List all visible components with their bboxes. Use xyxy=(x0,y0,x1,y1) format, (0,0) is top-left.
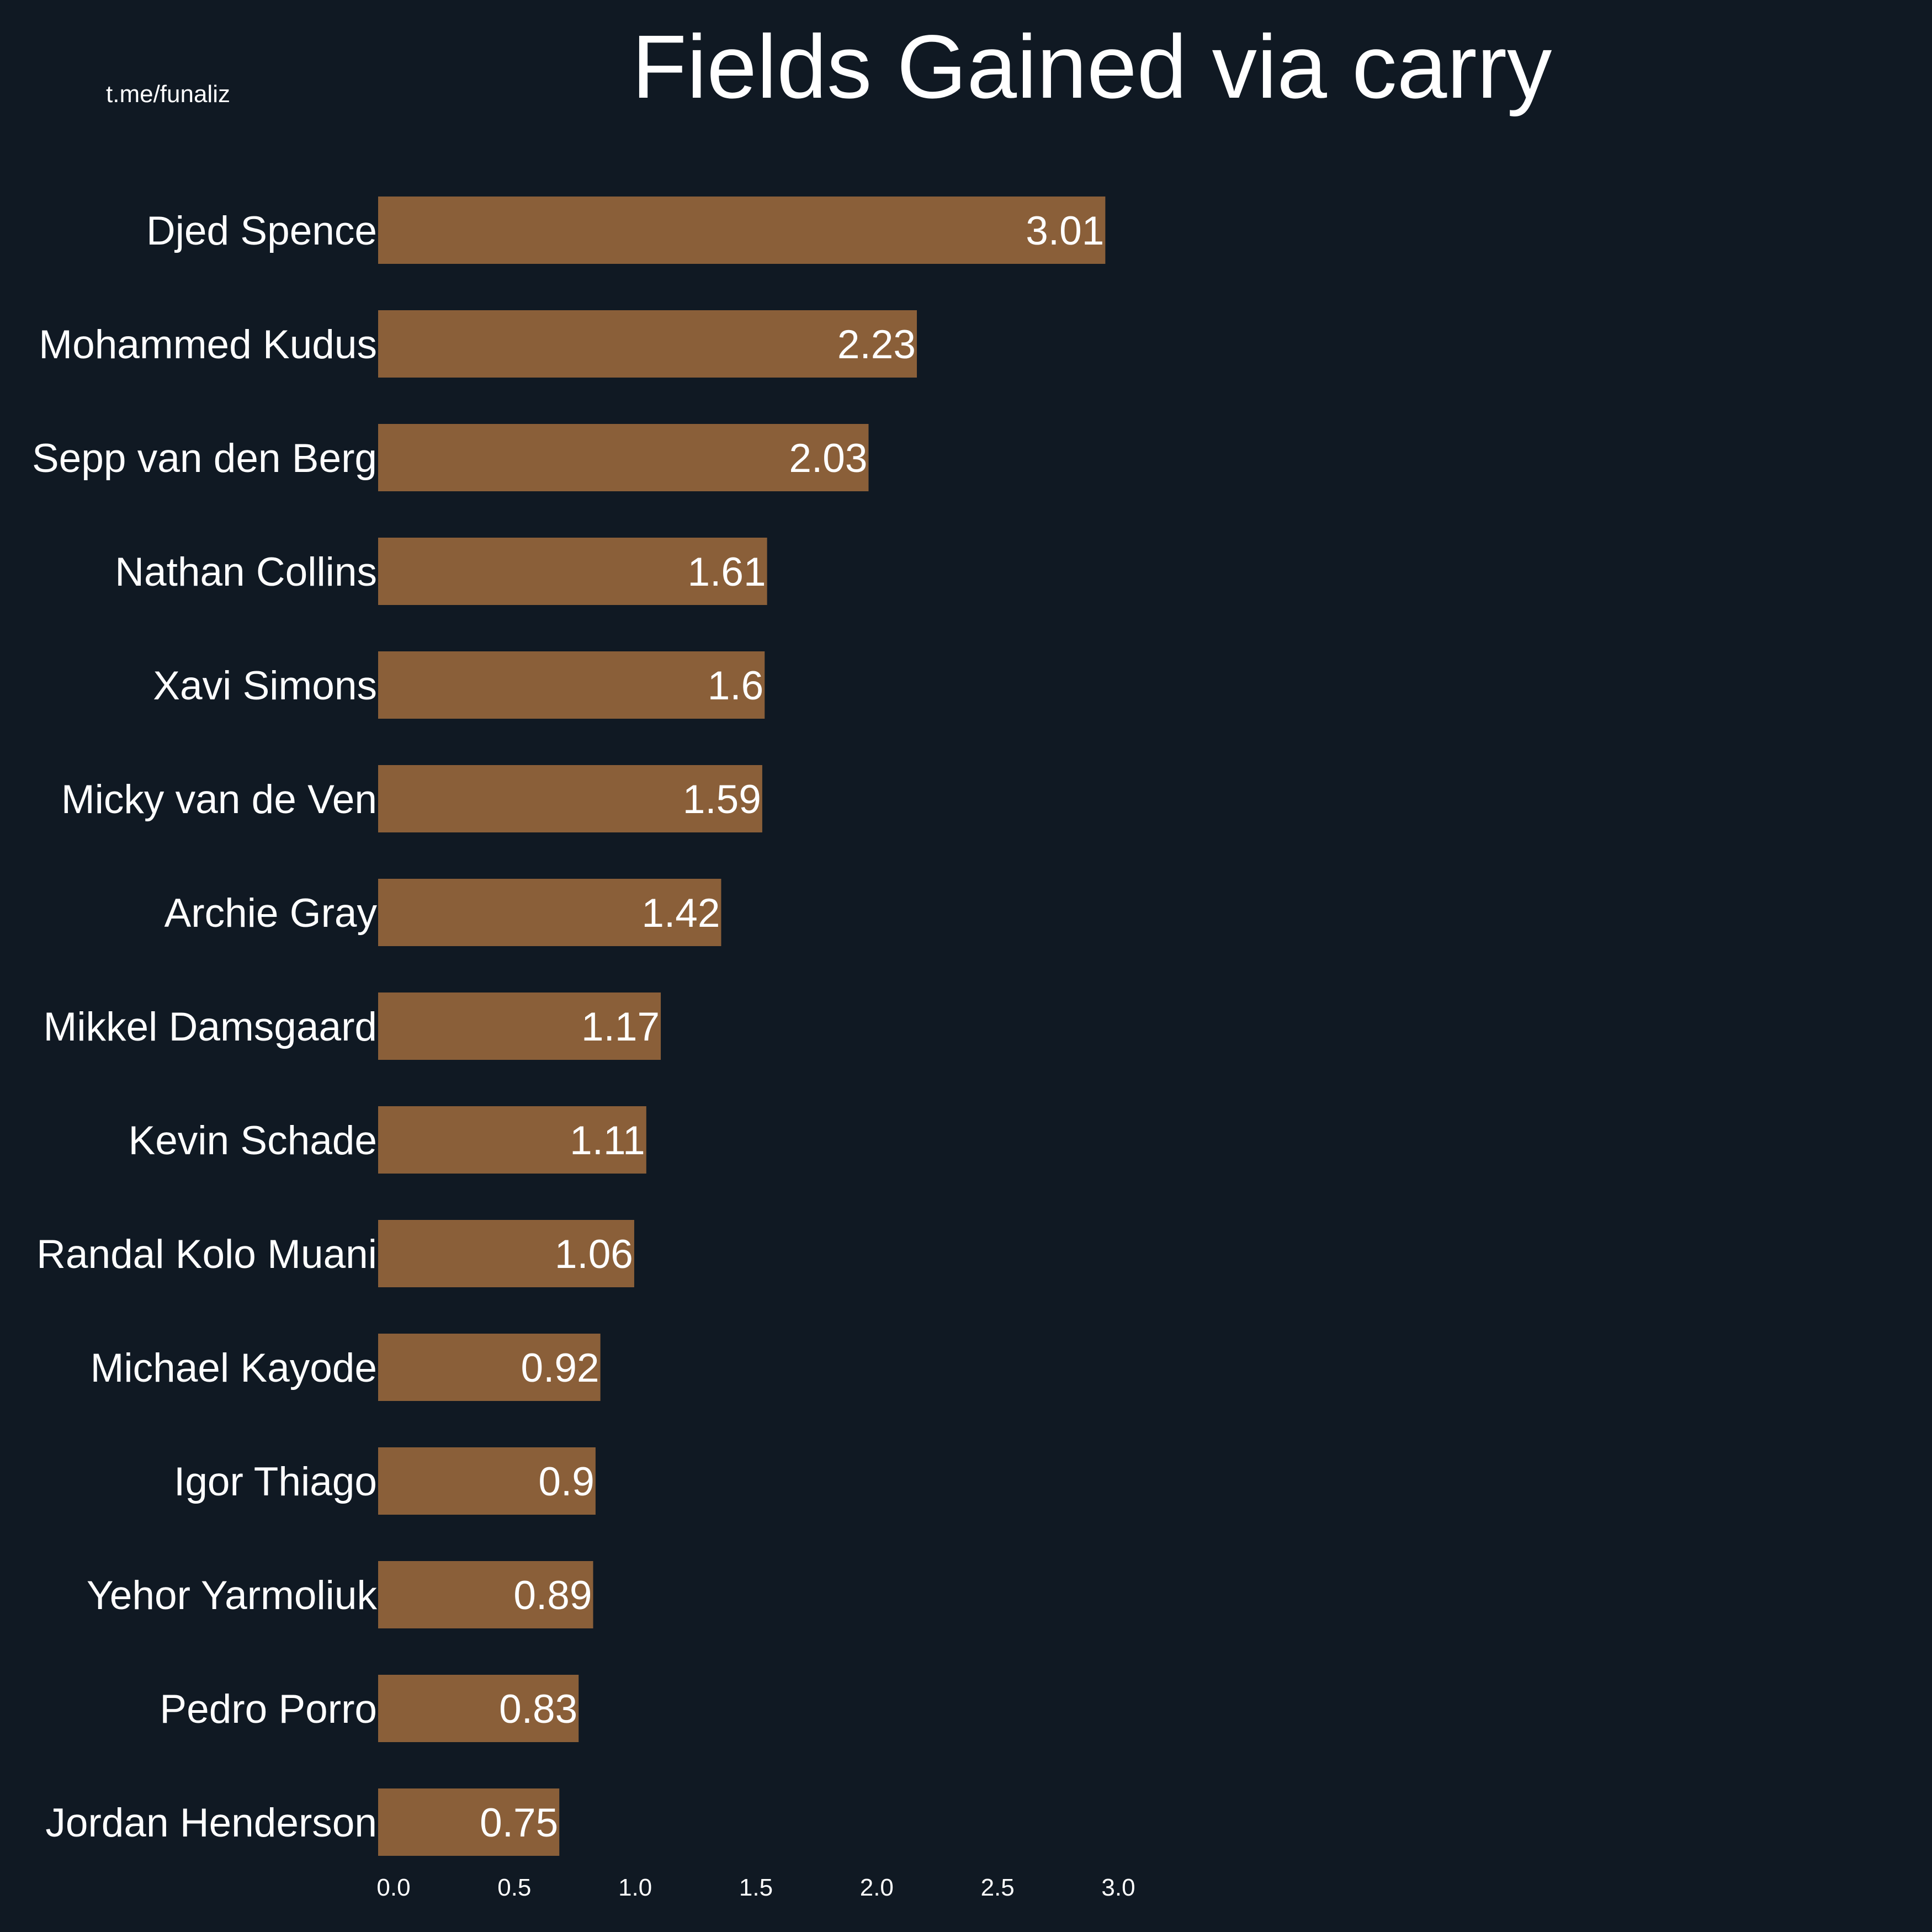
chart-title: Fields Gained via carry xyxy=(632,16,1552,117)
bar xyxy=(378,197,1106,264)
x-tick-label: 1.0 xyxy=(618,1874,652,1901)
y-tick-label: Pedro Porro xyxy=(160,1687,377,1732)
bar xyxy=(378,651,765,719)
bar-group: Xavi Simons 1.6 xyxy=(153,651,765,719)
y-tick-label: Sepp van den Berg xyxy=(32,436,377,481)
bar-group: Michael Kayode 0.92 xyxy=(91,1334,601,1401)
x-tick-label: 0.0 xyxy=(376,1874,410,1901)
bar-group: Randal Kolo Muani 1.06 xyxy=(36,1220,634,1287)
bar-group: Jordan Henderson 0.75 xyxy=(45,1788,560,1856)
y-tick-label: Kevin Schade xyxy=(129,1118,377,1163)
value-label: 0.75 xyxy=(480,1801,558,1845)
bar xyxy=(378,1334,601,1401)
bar-group: Kevin Schade 1.11 xyxy=(129,1106,646,1174)
value-label: 1.06 xyxy=(555,1232,633,1277)
value-label: 1.61 xyxy=(688,550,766,595)
y-tick-label: Igor Thiago xyxy=(174,1459,377,1504)
x-tick-label: 2.0 xyxy=(860,1874,894,1901)
bar xyxy=(378,1561,593,1628)
y-tick-label: Michael Kayode xyxy=(91,1346,377,1390)
bar xyxy=(378,424,869,491)
value-label: 1.11 xyxy=(570,1118,645,1163)
value-label: 1.6 xyxy=(708,664,763,708)
y-tick-label: Djed Spence xyxy=(146,209,377,253)
x-tick-label: 2.5 xyxy=(981,1874,1015,1901)
bar-group: Micky van de Ven 1.59 xyxy=(61,765,762,832)
y-tick-label: Mohammed Kudus xyxy=(39,322,377,367)
value-label: 0.83 xyxy=(499,1687,577,1732)
bar-group: Yehor Yarmoliuk 0.89 xyxy=(87,1561,593,1628)
bar-group: Igor Thiago 0.9 xyxy=(174,1447,596,1515)
y-tick-label: Randal Kolo Muani xyxy=(36,1232,377,1277)
bar xyxy=(378,1106,646,1174)
value-label: 3.01 xyxy=(1026,209,1104,253)
bar xyxy=(378,765,762,832)
value-label: 2.23 xyxy=(837,322,916,367)
value-label: 0.9 xyxy=(538,1459,594,1504)
bar-group: Djed Spence 3.01 xyxy=(146,197,1106,264)
bar xyxy=(378,879,721,946)
value-label: 2.03 xyxy=(789,436,867,481)
watermark: t.me/funaliz xyxy=(106,81,230,108)
y-tick-label: Nathan Collins xyxy=(115,550,377,595)
x-tick-label: 3.0 xyxy=(1101,1874,1135,1901)
bar xyxy=(378,1788,560,1856)
y-tick-label: Xavi Simons xyxy=(153,664,377,708)
y-tick-label: Yehor Yarmoliuk xyxy=(87,1573,378,1618)
y-tick-label: Jordan Henderson xyxy=(45,1801,377,1845)
bar xyxy=(378,1675,579,1742)
bar xyxy=(378,1220,634,1287)
y-tick-label: Mikkel Damsgaard xyxy=(44,1005,377,1049)
y-tick-label: Archie Gray xyxy=(164,891,378,936)
value-label: 1.17 xyxy=(581,1005,660,1049)
bar xyxy=(378,310,917,378)
bar-group: Pedro Porro 0.83 xyxy=(160,1675,579,1742)
value-label: 0.92 xyxy=(521,1346,599,1390)
bars: Djed Spence 3.01 Mohammed Kudus 2.23 Sepp va… xyxy=(32,197,1106,1856)
bar-group: Mohammed Kudus 2.23 xyxy=(39,310,917,378)
x-axis: 0.0 0.5 1.0 1.5 2.0 2.5 3.0 xyxy=(376,1874,1135,1901)
bar-group: Archie Gray 1.42 xyxy=(164,879,721,946)
x-tick-label: 1.5 xyxy=(739,1874,773,1901)
value-label: 1.42 xyxy=(641,891,720,936)
bar-group: Sepp van den Berg 2.03 xyxy=(32,424,869,491)
x-tick-label: 0.5 xyxy=(497,1874,531,1901)
y-tick-label: Micky van de Ven xyxy=(61,777,377,822)
bar xyxy=(378,1447,596,1515)
bar-group: Mikkel Damsgaard 1.17 xyxy=(44,992,661,1060)
bar-group: Nathan Collins 1.61 xyxy=(115,538,767,605)
value-label: 0.89 xyxy=(513,1573,592,1618)
value-label: 1.59 xyxy=(683,777,761,822)
bar xyxy=(378,992,661,1060)
bar xyxy=(378,538,767,605)
